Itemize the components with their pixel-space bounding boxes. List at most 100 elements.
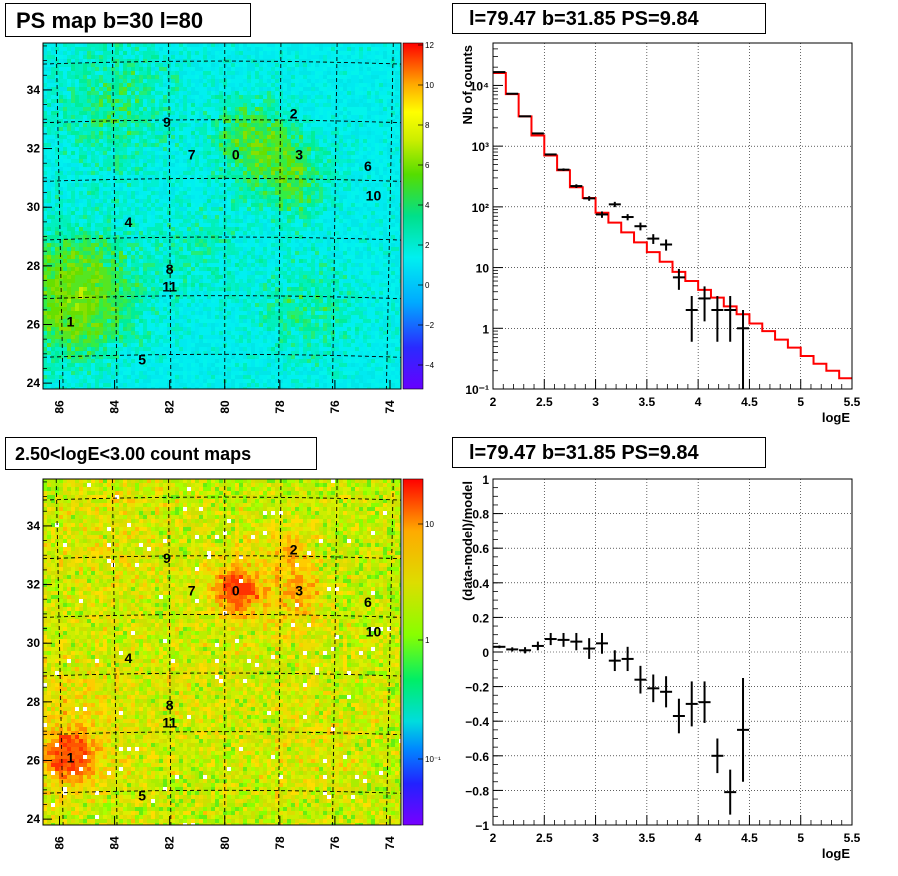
map-pixel: [43, 115, 48, 120]
map-pixel: [395, 123, 400, 128]
map-pixel: [227, 191, 232, 196]
map-pixel: [107, 159, 112, 164]
map-pixel: [275, 63, 280, 68]
map-pixel: [263, 131, 268, 136]
map-pixel: [343, 59, 348, 64]
map-pixel: [327, 47, 332, 52]
map-pixel: [87, 155, 92, 160]
map-pixel: [47, 139, 52, 144]
map-pixel: [179, 87, 184, 92]
map-pixel: [87, 259, 92, 264]
map-pixel: [103, 211, 108, 216]
map-pixel: [287, 227, 292, 232]
map-pixel: [295, 227, 300, 232]
map-pixel: [83, 79, 88, 84]
map-pixel: [263, 103, 268, 108]
map-pixel: [67, 79, 72, 84]
map-pixel: [191, 255, 196, 260]
map-pixel: [371, 91, 376, 96]
map-pixel: [275, 211, 280, 216]
map-pixel: [55, 211, 60, 216]
map-pixel: [115, 171, 120, 176]
map-pixel: [163, 135, 168, 140]
map-pixel: [367, 103, 372, 108]
map-pixel: [287, 183, 292, 188]
map-pixel: [355, 179, 360, 184]
map-pixel: [287, 47, 292, 52]
map-pixel: [391, 247, 396, 252]
map-pixel: [307, 79, 312, 84]
map-pixel: [163, 95, 168, 100]
map-pixel: [275, 75, 280, 80]
map-pixel: [355, 119, 360, 124]
map-pixel: [99, 51, 104, 56]
map-pixel: [391, 175, 396, 180]
map-pixel: [147, 47, 152, 52]
map-pixel: [275, 91, 280, 96]
map-pixel: [243, 99, 248, 104]
map-pixel: [319, 187, 324, 192]
map-pixel: [131, 167, 136, 172]
map-pixel: [191, 199, 196, 204]
map-pixel: [163, 207, 168, 212]
map-pixel: [227, 199, 232, 204]
map-pixel: [175, 183, 180, 188]
map-pixel: [87, 143, 92, 148]
map-pixel: [287, 151, 292, 156]
map-pixel: [111, 179, 116, 184]
map-pixel: [191, 163, 196, 168]
map-pixel: [343, 235, 348, 240]
map-pixel: [99, 107, 104, 112]
map-pixel: [395, 155, 400, 160]
map-pixel: [43, 211, 48, 216]
map-pixel: [399, 135, 401, 140]
map-pixel: [67, 207, 72, 212]
map-pixel: [79, 187, 84, 192]
map-pixel: [319, 211, 324, 216]
map-pixel: [119, 163, 124, 168]
map-pixel: [135, 47, 140, 52]
map-pixel: [183, 179, 188, 184]
map-pixel: [379, 171, 384, 176]
map-pixel: [139, 99, 144, 104]
map-pixel: [383, 43, 388, 48]
map-pixel: [267, 147, 272, 152]
map-pixel: [43, 207, 48, 212]
map-pixel: [383, 131, 388, 136]
map-pixel: [135, 95, 140, 100]
map-pixel: [207, 63, 212, 68]
map-pixel: [63, 203, 68, 208]
map-pixel: [127, 179, 132, 184]
map-pixel: [263, 159, 268, 164]
map-pixel: [59, 95, 64, 100]
map-pixel: [143, 243, 148, 248]
map-pixel: [151, 119, 156, 124]
map-pixel: [343, 95, 348, 100]
map-pixel: [399, 251, 401, 256]
map-pixel: [235, 207, 240, 212]
map-pixel: [271, 111, 276, 116]
map-pixel: [215, 95, 220, 100]
map-pixel: [303, 103, 308, 108]
map-pixel: [47, 79, 52, 84]
map-pixel: [243, 207, 248, 212]
map-pixel: [227, 135, 232, 140]
map-pixel: [47, 147, 52, 152]
map-pixel: [159, 199, 164, 204]
map-pixel: [95, 87, 100, 92]
map-pixel: [191, 147, 196, 152]
map-pixel: [59, 155, 64, 160]
map-pixel: [99, 247, 104, 252]
map-pixel: [355, 115, 360, 120]
map-pixel: [191, 191, 196, 196]
map-pixel: [207, 87, 212, 92]
map-pixel: [127, 119, 132, 124]
map-pixel: [83, 99, 88, 104]
map-pixel: [319, 87, 324, 92]
map-pixel: [383, 239, 388, 244]
map-pixel: [203, 99, 208, 104]
map-pixel: [163, 167, 168, 172]
map-pixel: [323, 47, 328, 52]
map-pixel: [51, 127, 56, 132]
